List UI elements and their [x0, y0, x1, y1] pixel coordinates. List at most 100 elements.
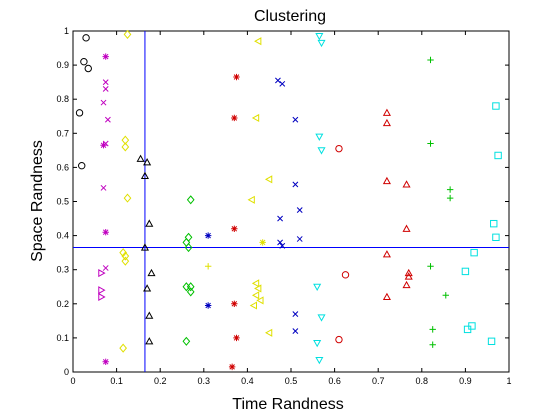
- data-point-cross: [100, 184, 107, 191]
- data-point-diamond: [119, 343, 127, 353]
- x-tick-label: 0.8: [416, 376, 429, 386]
- data-point-triangle-up: [382, 292, 391, 301]
- data-point-square: [470, 248, 478, 257]
- data-point-diamond: [121, 251, 130, 261]
- data-point-diamond: [186, 195, 195, 205]
- y-tick-label: 0.5: [56, 197, 69, 207]
- data-point-asterisk: [231, 114, 238, 122]
- data-point-circle: [75, 109, 84, 117]
- data-point-triangle-left: [256, 296, 264, 305]
- data-point-plus: [204, 263, 212, 270]
- data-point-triangle-down: [315, 33, 324, 41]
- data-point-triangle-up: [147, 268, 156, 277]
- x-tick-label: 0.9: [459, 376, 472, 386]
- data-point-square: [468, 322, 476, 330]
- data-point-diamond: [123, 193, 132, 203]
- x-tick-label: 0.3: [198, 376, 211, 386]
- data-point-triangle-up: [143, 158, 152, 166]
- data-point-square: [492, 102, 500, 110]
- data-point-triangle-up: [145, 219, 154, 227]
- data-point-diamond: [119, 248, 127, 258]
- data-point-triangle-left: [251, 113, 260, 123]
- x-tick-label: 0.5: [285, 376, 298, 386]
- data-point-cross: [100, 99, 107, 106]
- y-tick-label: 0.9: [56, 60, 69, 70]
- data-point-cross: [292, 116, 299, 123]
- data-point-plus: [427, 56, 434, 64]
- data-point-plus: [427, 263, 434, 270]
- data-point-triangle-up: [145, 337, 154, 345]
- y-tick-label: 1: [64, 26, 69, 36]
- y-tick-label: 0.6: [56, 162, 69, 172]
- data-point-triangle-left: [251, 279, 260, 288]
- data-point-asterisk: [102, 53, 109, 60]
- data-point-asterisk: [231, 225, 238, 232]
- data-point-square: [487, 337, 496, 346]
- data-point-asterisk: [100, 142, 107, 149]
- data-point-triangle-left: [254, 284, 262, 293]
- data-point-cross: [102, 79, 109, 86]
- x-axis-label: Time Randness: [232, 396, 343, 413]
- data-point-triangle-down: [313, 339, 322, 348]
- data-point-circle: [80, 57, 88, 66]
- data-point-diamond: [121, 256, 130, 266]
- data-point-cross: [279, 242, 286, 249]
- data-point-triangle-up: [402, 224, 411, 232]
- data-point-circle: [78, 161, 86, 170]
- data-point-plus: [427, 140, 434, 147]
- data-point-circle: [84, 64, 92, 73]
- data-point-triangle-down: [315, 357, 324, 365]
- data-point-asterisk: [102, 228, 109, 236]
- data-point-diamond: [123, 29, 132, 39]
- data-point-plus: [446, 194, 454, 202]
- x-tick-label: 0.4: [241, 376, 254, 386]
- data-point-cross: [296, 236, 303, 242]
- data-point-triangle-up: [136, 154, 145, 162]
- data-point-asterisk: [204, 232, 212, 239]
- x-tick-label: 1: [506, 376, 511, 386]
- data-point-triangle-down: [315, 133, 324, 141]
- data-point-plus: [429, 341, 436, 348]
- data-point-triangle-up: [382, 108, 391, 116]
- y-tick-label: 0.3: [56, 265, 69, 275]
- data-point-cross: [296, 207, 303, 213]
- data-point-asterisk: [102, 358, 109, 365]
- data-point-circle: [335, 335, 343, 344]
- chart-title: Clustering: [254, 8, 326, 25]
- data-point-asterisk: [233, 334, 240, 342]
- data-point-triangle-up: [143, 284, 152, 292]
- data-point-circle: [82, 34, 90, 42]
- data-point-triangle-left: [254, 37, 262, 46]
- reference-lines: [73, 31, 509, 372]
- data-point-cross: [277, 215, 284, 222]
- x-tick-label: 0: [70, 376, 75, 386]
- data-point-cross: [102, 265, 109, 271]
- data-point-asterisk: [228, 363, 236, 371]
- x-tick-label: 0.2: [154, 376, 167, 386]
- data-point-triangle-up: [402, 280, 411, 289]
- data-point-triangle-up: [382, 176, 391, 185]
- y-tick-label: 0.1: [56, 333, 69, 343]
- data-point-diamond: [121, 142, 130, 152]
- axis-ticks: 0 0.1 0.2 0.3 0.4 0.5 0.6 0.7 0.8 0.9 1 0 0.1 0.2 0.3 0…: [56, 26, 511, 386]
- data-point-triangle-left: [247, 195, 255, 204]
- data-point-asterisk: [204, 302, 212, 309]
- data-point-diamond: [182, 336, 191, 346]
- data-point-cross: [279, 80, 286, 87]
- y-axis-label: Space Randness: [29, 140, 46, 262]
- data-point-triangle-down: [313, 283, 322, 291]
- data-point-square: [494, 151, 502, 160]
- data-point-triangle-right: [98, 286, 106, 295]
- data-point-asterisk: [259, 239, 266, 246]
- x-tick-label: 0.6: [328, 376, 341, 386]
- data-point-plus: [429, 326, 436, 333]
- data-point-cross: [277, 239, 284, 246]
- data-point-cross: [292, 328, 299, 334]
- plot-area: [72, 30, 510, 373]
- data-point-asterisk: [233, 73, 240, 81]
- data-point-triangle-up: [140, 243, 149, 251]
- data-points: [75, 29, 502, 371]
- y-tick-label: 0.8: [56, 94, 69, 104]
- data-point-square: [492, 233, 500, 242]
